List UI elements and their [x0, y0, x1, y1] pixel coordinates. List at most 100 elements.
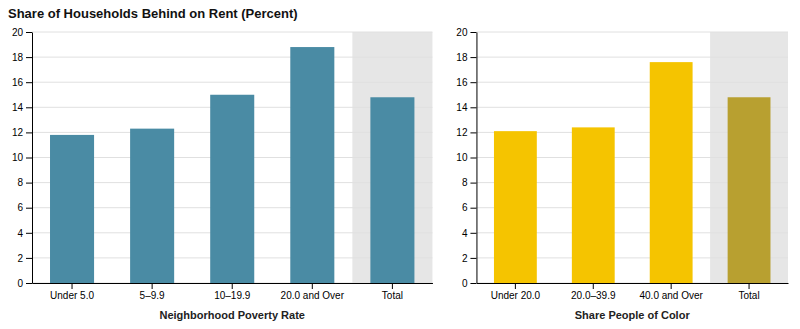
- y-tick-label: 0: [462, 278, 468, 289]
- y-tick-label: 16: [456, 77, 468, 88]
- y-tick-label: 10: [12, 152, 24, 163]
- y-tick: 12: [12, 127, 32, 138]
- y-tick-label: 18: [456, 52, 468, 63]
- x-tick: Under 5.0: [50, 283, 94, 301]
- x-axis-line: [477, 283, 789, 284]
- y-tick-mark: [470, 158, 476, 159]
- x-tick-mark: [72, 283, 73, 289]
- bar: [50, 135, 94, 283]
- panel: 02468101214161820Under 20.020.0–39.940.0…: [456, 27, 788, 321]
- y-tick-mark: [26, 82, 32, 83]
- x-tick-mark: [312, 283, 313, 289]
- x-axis: Under 20.0 20.0–39.9 40.0 and Over Total: [477, 283, 789, 301]
- y-tick-mark: [470, 107, 476, 108]
- x-tick-label: Under 5.0: [50, 290, 94, 301]
- y-axis: 02468101214161820: [456, 27, 477, 289]
- y-tick: 2: [17, 253, 32, 264]
- y-tick-mark: [26, 132, 32, 133]
- x-tick: 20.0–39.9: [571, 283, 616, 301]
- y-tick-mark: [26, 32, 32, 33]
- grid: [476, 32, 788, 283]
- x-tick-mark: [515, 283, 516, 289]
- bar: [572, 127, 615, 283]
- bar: [210, 95, 254, 283]
- y-tick: 8: [462, 177, 477, 188]
- y-tick-mark: [470, 32, 476, 33]
- x-tick-label: Total: [382, 290, 403, 301]
- x-tick-mark: [232, 283, 233, 289]
- x-tick-label: Under 20.0: [491, 290, 541, 301]
- y-tick-label: 16: [12, 77, 24, 88]
- y-tick-label: 18: [12, 52, 24, 63]
- x-tick: Total: [738, 283, 759, 301]
- x-tick: 40.0 and Over: [639, 283, 703, 301]
- y-tick-label: 2: [17, 253, 23, 264]
- y-tick-mark: [470, 208, 476, 209]
- x-tick-mark: [392, 283, 393, 289]
- bars: [50, 47, 414, 283]
- bar: [728, 97, 771, 283]
- y-tick-label: 2: [462, 253, 468, 264]
- y-tick: 14: [12, 102, 32, 113]
- y-tick-mark: [26, 107, 32, 108]
- y-tick-label: 4: [17, 228, 23, 239]
- x-tick: 10–19.9: [214, 283, 251, 301]
- y-tick-label: 6: [17, 202, 23, 213]
- y-tick: 0: [17, 278, 32, 289]
- x-tick-label: 10–19.9: [214, 290, 251, 301]
- y-tick: 20: [456, 27, 476, 38]
- y-axis: 0 2 4 6 8 10 12 14 16 18 20: [12, 27, 33, 289]
- y-tick: 16: [456, 77, 476, 88]
- x-tick: Total: [382, 283, 403, 301]
- grid-line: [476, 82, 788, 83]
- y-tick-mark: [470, 183, 476, 184]
- y-tick-label: 6: [462, 202, 468, 213]
- y-tick-mark: [26, 158, 32, 159]
- y-tick-label: 14: [456, 102, 468, 113]
- x-axis-title: Share People of Color: [575, 309, 691, 321]
- grid-line: [32, 82, 432, 83]
- y-tick: 14: [456, 102, 476, 113]
- y-tick-mark: [470, 82, 476, 83]
- y-tick-mark: [470, 258, 476, 259]
- y-tick: 16: [12, 77, 32, 88]
- y-tick: 18: [12, 52, 32, 63]
- y-tick-mark: [470, 57, 476, 58]
- y-tick-label: 12: [12, 127, 24, 138]
- y-tick: 0: [462, 278, 477, 289]
- x-axis: Under 5.05–9.910–19.920.0 and OverTotal: [33, 283, 433, 301]
- y-tick-mark: [470, 233, 476, 234]
- y-tick-label: 20: [456, 27, 468, 38]
- x-axis-title: Neighborhood Poverty Rate: [159, 309, 304, 321]
- y-axis-line: [476, 33, 477, 284]
- y-tick-mark: [26, 283, 32, 284]
- y-tick: 6: [17, 202, 32, 213]
- y-tick: 6: [462, 202, 477, 213]
- y-tick: 10: [456, 152, 476, 163]
- bars: [494, 62, 771, 283]
- y-tick: 2: [462, 253, 477, 264]
- y-axis-line: [32, 33, 33, 284]
- grid-line: [32, 57, 432, 58]
- x-tick: 5–9.9: [140, 283, 165, 301]
- x-tick-mark: [671, 283, 672, 289]
- bar: [370, 97, 414, 283]
- y-tick-mark: [26, 183, 32, 184]
- bar: [494, 131, 537, 283]
- x-tick-label: 5–9.9: [140, 290, 165, 301]
- y-tick-mark: [26, 258, 32, 259]
- y-tick: 20: [12, 27, 32, 38]
- y-tick: 8: [17, 177, 32, 188]
- bar: [130, 129, 174, 283]
- y-tick-mark: [26, 208, 32, 209]
- y-tick-label: 14: [12, 102, 24, 113]
- y-tick-mark: [470, 132, 476, 133]
- grid-line: [32, 32, 432, 33]
- y-tick-label: 0: [17, 278, 23, 289]
- y-tick-mark: [26, 57, 32, 58]
- x-tick: Under 20.0: [491, 283, 541, 301]
- x-tick-label: 40.0 and Over: [639, 290, 703, 301]
- grid-line: [476, 57, 788, 58]
- x-tick-label: Total: [738, 290, 759, 301]
- x-tick-label: 20.0–39.9: [571, 290, 616, 301]
